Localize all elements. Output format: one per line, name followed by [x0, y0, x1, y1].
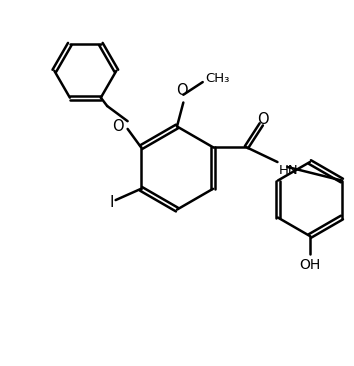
Text: O: O: [257, 112, 269, 127]
Text: HN: HN: [279, 164, 299, 177]
Text: O: O: [112, 119, 124, 134]
Text: I: I: [109, 195, 114, 210]
Text: CH₃: CH₃: [206, 72, 230, 85]
Text: OH: OH: [299, 258, 320, 272]
Text: O: O: [176, 83, 188, 98]
